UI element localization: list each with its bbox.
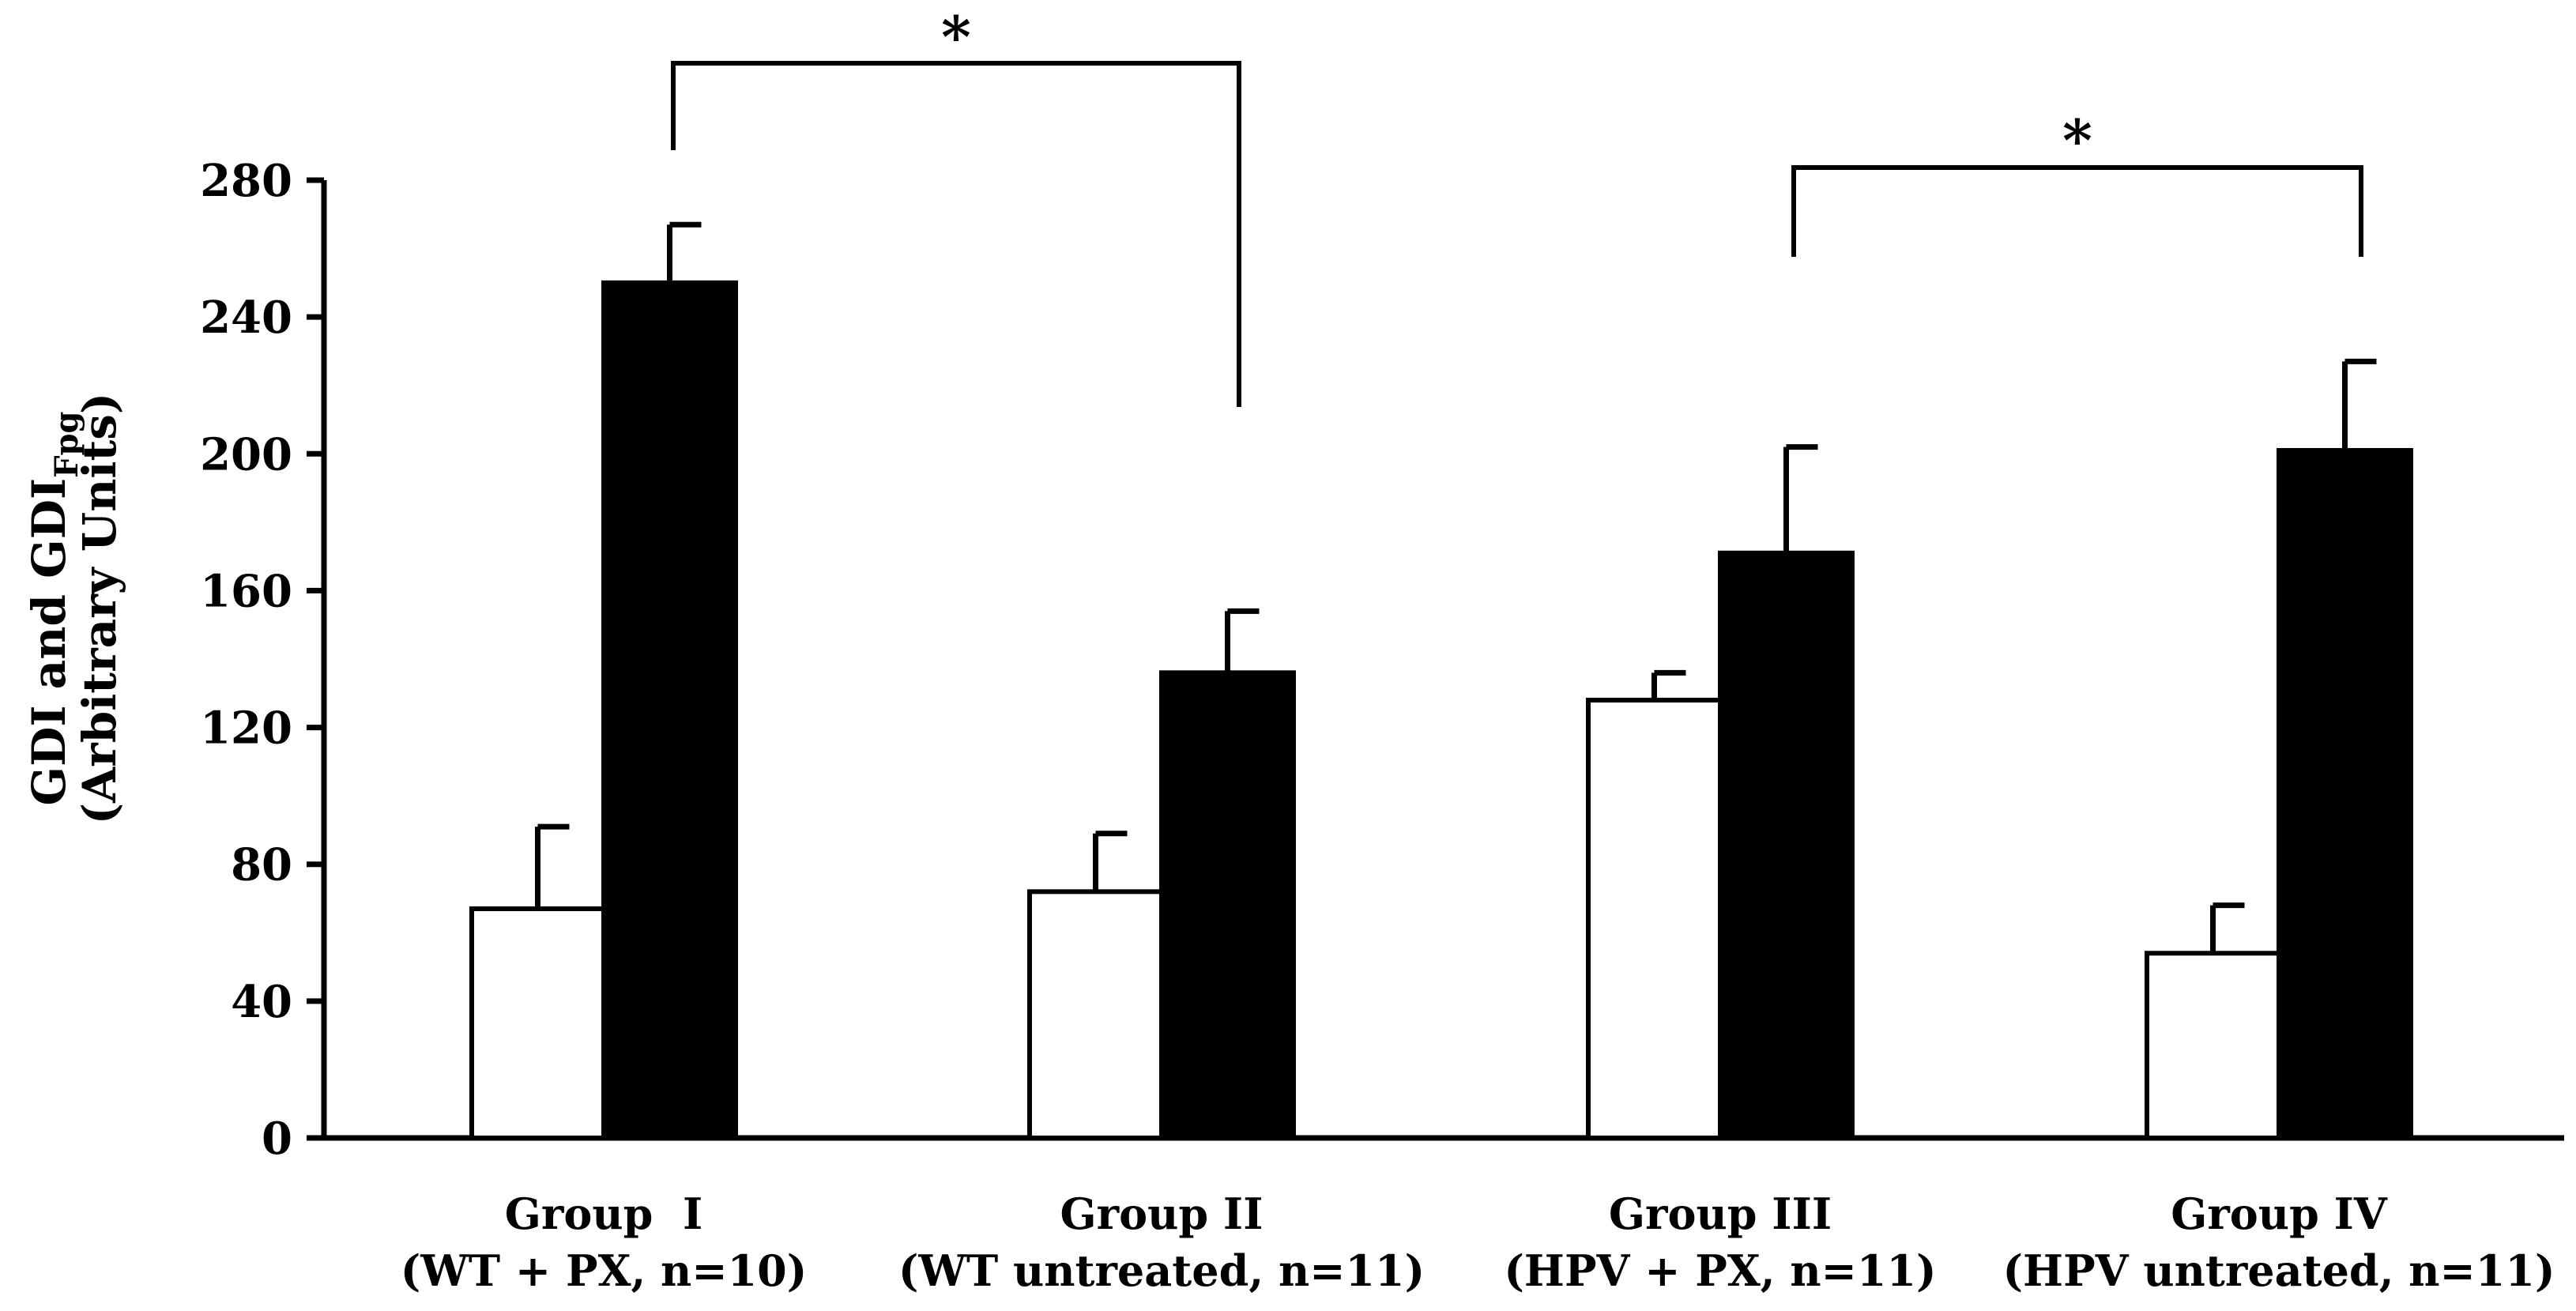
y-axis-title-main: GDI and GDI	[22, 478, 76, 806]
significance-star-1: *	[941, 3, 971, 70]
svg-text:GDI and GDIFpg: GDI and GDIFpg	[22, 412, 85, 806]
x-label-group-3: Group III	[1609, 1189, 1832, 1239]
error-bars	[535, 221, 2377, 954]
significance-brackets: **	[671, 3, 2363, 407]
bar-GDI-group-4	[2145, 951, 2281, 1141]
x-label-detail-group-1: (WT + PX, n=10)	[401, 1245, 808, 1296]
y-tick-label-40: 40	[231, 976, 292, 1028]
bar-GDI-group-1	[469, 906, 606, 1140]
x-label-group-1: Group I	[505, 1189, 702, 1239]
bar-GDIFpg-group-4	[2277, 447, 2413, 1140]
y-tick-label-160: 160	[200, 565, 292, 617]
y-axis-title: GDI and GDIFpg (Arbitrary Units)	[22, 393, 126, 825]
y-axis-title-units: (Arbitrary Units)	[73, 393, 126, 825]
x-axis-category-labels: Group I (WT + PX, n=10) Group II (WT untrea…	[401, 1189, 2555, 1296]
bars	[469, 280, 2413, 1141]
x-label-detail-group-2: (WT untreated, n=11)	[898, 1245, 1425, 1296]
x-label-detail-group-3: (HPV + PX, n=11)	[1504, 1245, 1936, 1296]
y-axis-ticks: 0 40 80 120 160 200 240 280	[200, 155, 324, 1165]
bar-GDIFpg-group-1	[601, 280, 738, 1140]
y-axis-title-subscript: Fpg	[48, 412, 85, 478]
bar-GDI-group-2	[1027, 889, 1164, 1141]
y-tick-label-240: 240	[200, 292, 292, 344]
significance-star-2: *	[2062, 107, 2092, 174]
significance-bracket-2	[1791, 165, 2363, 257]
bar-GDIFpg-group-2	[1159, 670, 1296, 1140]
significance-bracket-1	[671, 61, 1241, 407]
y-tick-label-0: 0	[262, 1113, 292, 1165]
x-label-group-4: Group IV	[2171, 1189, 2388, 1239]
x-label-group-2: Group II	[1060, 1189, 1264, 1239]
y-tick-label-80: 80	[231, 839, 292, 891]
y-tick-label-120: 120	[200, 703, 292, 755]
bar-GDI-group-3	[1586, 697, 1723, 1140]
bar-GDIFpg-group-3	[1718, 550, 1855, 1140]
y-tick-label-280: 280	[200, 155, 292, 207]
x-label-detail-group-4: (HPV untreated, n=11)	[2003, 1245, 2555, 1296]
y-tick-label-200: 200	[200, 428, 292, 480]
